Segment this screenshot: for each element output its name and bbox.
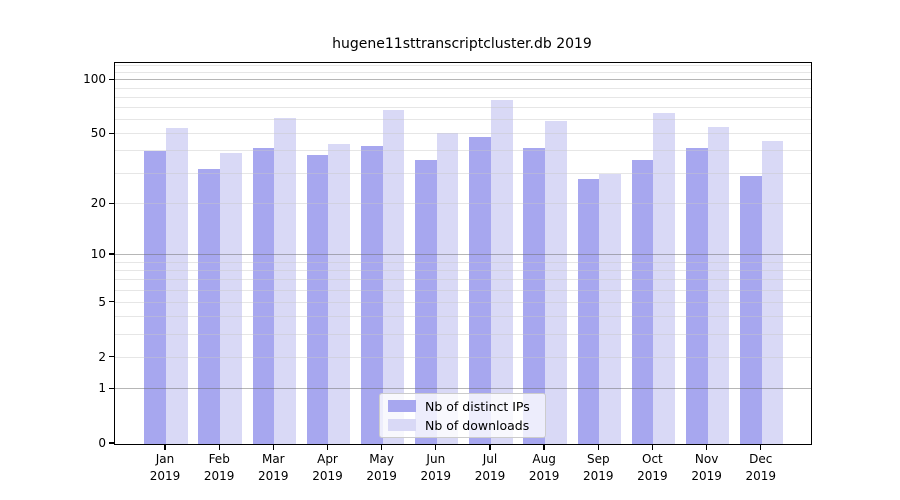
bar-distinct-ips-nov	[685, 147, 708, 444]
y-tick-10	[109, 253, 114, 255]
gridline-6	[115, 289, 811, 291]
legend-label-distinct-ips: Nb of distinct IPs	[425, 398, 530, 414]
bar-distinct-ips-apr	[306, 155, 329, 444]
gridline-80	[115, 96, 811, 98]
bar-distinct-ips-may	[360, 145, 383, 444]
bar-distinct-ips-dec	[740, 176, 762, 444]
x-tick-label-feb: Feb 2019	[203, 452, 235, 483]
y-tick-20	[109, 202, 114, 204]
x-tick-label-dec: Dec 2019	[745, 452, 777, 483]
y-tick-2	[109, 355, 114, 358]
x-tick-feb	[218, 444, 220, 450]
legend-swatch-downloads	[388, 419, 416, 431]
bar-downloads-apr	[328, 144, 351, 444]
bar-downloads-nov	[707, 126, 730, 444]
legend-entry-distinct-ips: Nb of distinct IPs	[388, 399, 537, 414]
bar-distinct-ips-aug	[523, 147, 546, 444]
legend-swatch-distinct-ips	[388, 400, 416, 412]
y-tick-100	[109, 78, 114, 81]
x-tick-label-sep: Sep 2019	[583, 452, 614, 483]
x-tick-label-nov: Nov 2019	[691, 452, 722, 483]
grid-layer	[115, 63, 811, 444]
gridline-1	[115, 388, 811, 390]
legend-label-downloads: Nb of downloads	[425, 417, 530, 433]
chart-title: hugene11sttranscriptcluster.db 2019	[332, 36, 592, 52]
bar-distinct-ips-jul	[469, 137, 491, 444]
bar-distinct-ips-sep	[577, 178, 600, 444]
y-tick-0	[109, 442, 114, 444]
bar-downloads-dec	[761, 140, 784, 444]
x-tick-label-jul: Jul 2019	[474, 452, 506, 483]
bar-distinct-ips-mar	[252, 147, 275, 444]
gridline-2	[115, 356, 811, 358]
y-tick-5	[109, 301, 114, 303]
gridline-4	[115, 316, 811, 318]
gridline-40	[115, 150, 811, 152]
bar-distinct-ips-feb	[198, 168, 221, 444]
y-tick-label-5: 5	[98, 294, 106, 309]
bar-downloads-sep	[599, 173, 621, 444]
gridline-30	[115, 172, 811, 174]
y-tick-label-20: 20	[90, 196, 106, 211]
gridline-10	[115, 254, 811, 256]
bar-distinct-ips-oct	[631, 159, 654, 444]
bar-downloads-feb	[220, 153, 242, 444]
gridline-7	[115, 279, 811, 281]
gridline-5	[115, 301, 811, 303]
y-tick-1	[109, 387, 114, 390]
gridline-110	[115, 72, 811, 73]
x-tick-aug	[543, 444, 545, 450]
x-tick-sep	[597, 444, 599, 450]
gridline-9	[115, 261, 811, 263]
legend: Nb of distinct IPs Nb of downloads	[379, 393, 546, 438]
y-tick-label-50: 50	[90, 126, 106, 141]
bar-distinct-ips-jan	[144, 151, 166, 444]
x-tick-label-apr: Apr 2019	[312, 452, 343, 483]
x-tick-dec	[760, 444, 762, 450]
bars-layer	[115, 63, 811, 444]
legend-entry-downloads: Nb of downloads	[388, 418, 537, 433]
x-tick-label-jun: Jun 2019	[420, 452, 452, 483]
y-tick-50	[109, 132, 114, 134]
gridline-70	[115, 107, 811, 109]
x-tick-label-may: May 2019	[366, 452, 397, 483]
x-tick-apr	[326, 444, 329, 450]
plot-area: Nb of distinct IPs Nb of downloads	[114, 62, 812, 445]
y-tick-label-1: 1	[98, 381, 106, 396]
gridline-20	[115, 203, 811, 205]
x-tick-may	[380, 444, 383, 450]
gridline-50	[115, 133, 811, 135]
x-tick-label-mar: Mar 2019	[258, 452, 289, 483]
x-tick-label-oct: Oct 2019	[637, 452, 668, 483]
bar-downloads-aug	[545, 121, 567, 444]
bar-downloads-jul	[490, 99, 513, 444]
gridline-3	[115, 333, 811, 335]
gridline-60	[115, 119, 811, 121]
bar-downloads-jan	[166, 128, 188, 444]
x-tick-jun	[435, 444, 437, 450]
gridline-90	[115, 87, 811, 89]
gridline-120	[115, 65, 811, 67]
x-tick-jul	[489, 444, 491, 450]
y-tick-label-0: 0	[98, 436, 106, 450]
bar-downloads-jun	[436, 132, 459, 444]
x-tick-jan	[164, 444, 166, 450]
bar-downloads-mar	[274, 117, 296, 444]
gridline-100	[115, 79, 811, 81]
y-tick-label-2: 2	[98, 349, 106, 364]
bar-downloads-oct	[653, 112, 676, 444]
x-tick-oct	[651, 444, 654, 450]
x-tick-label-jan: Jan 2019	[149, 452, 181, 483]
y-tick-label-10: 10	[90, 247, 106, 262]
bar-distinct-ips-jun	[415, 159, 437, 444]
bar-downloads-may	[382, 110, 405, 444]
x-tick-mar	[272, 444, 274, 450]
x-tick-nov	[705, 444, 708, 450]
y-tick-label-100: 100	[83, 72, 106, 87]
gridline-8	[115, 269, 811, 271]
x-tick-label-aug: Aug 2019	[528, 452, 560, 483]
